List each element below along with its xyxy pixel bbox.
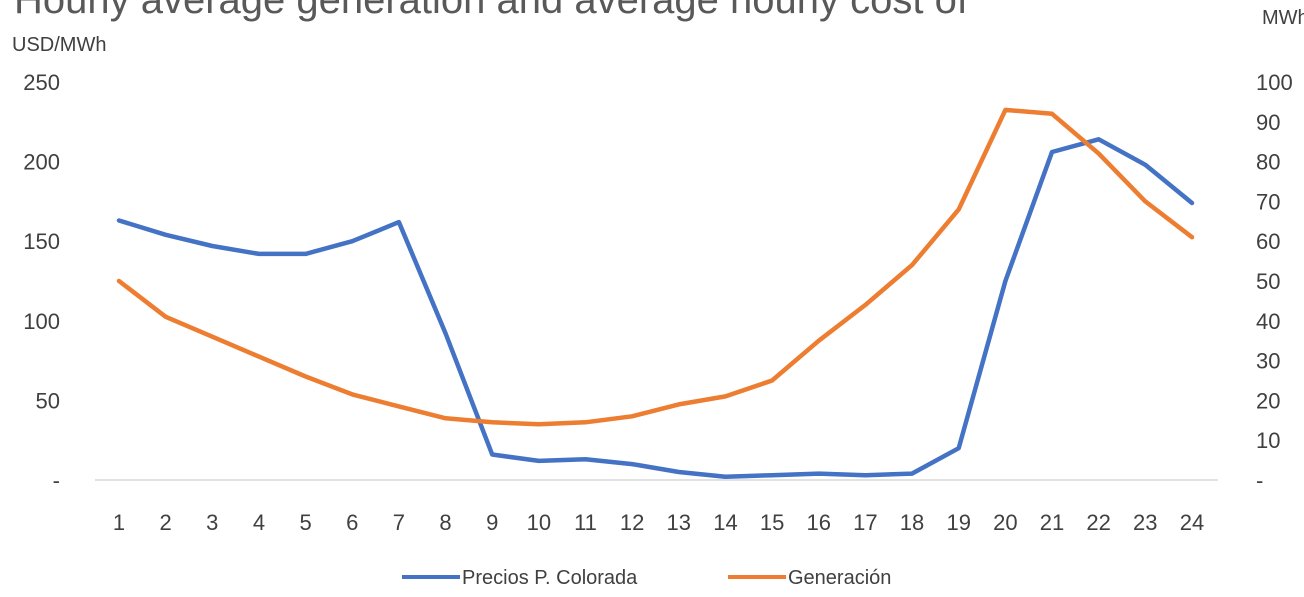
y-left-tick-label: 150 bbox=[23, 229, 60, 254]
y-left-tick-label: 100 bbox=[23, 309, 60, 334]
y-right-axis-label: MWh bbox=[1262, 7, 1304, 29]
x-tick-label: 12 bbox=[620, 510, 644, 535]
y-right-tick-label: 70 bbox=[1256, 189, 1280, 214]
x-tick-label: 1 bbox=[113, 510, 125, 535]
x-tick-label: 10 bbox=[527, 510, 551, 535]
x-tick-label: 18 bbox=[900, 510, 924, 535]
y-right-tick-label: 60 bbox=[1256, 229, 1280, 254]
y-left-tick-label: - bbox=[53, 468, 60, 493]
y-right-tick-label: 100 bbox=[1256, 70, 1293, 95]
x-tick-label: 5 bbox=[299, 510, 311, 535]
x-tick-label: 20 bbox=[993, 510, 1017, 535]
x-tick-label: 19 bbox=[946, 510, 970, 535]
chart-title: Hourly average generation and average ho… bbox=[14, 0, 968, 22]
x-tick-label: 4 bbox=[253, 510, 265, 535]
x-tick-label: 7 bbox=[393, 510, 405, 535]
series-lines bbox=[116, 107, 1195, 480]
y-left-ticks: - 50 100 150 200 250 bbox=[23, 70, 60, 493]
y-right-tick-label: 80 bbox=[1256, 150, 1280, 175]
x-ticks: 1 2 3 4 5 6 7 8 9 10 11 12 13 14 15 16 17 18 19 20 21 22 23 24 bbox=[113, 510, 1204, 535]
x-tick-label: 3 bbox=[206, 510, 218, 535]
x-tick-label: 24 bbox=[1180, 510, 1204, 535]
y-left-axis-label: USD/MWh bbox=[12, 34, 106, 56]
series-line-generacion bbox=[116, 107, 1195, 427]
y-right-tick-label: 30 bbox=[1256, 349, 1280, 374]
series-line-precios bbox=[116, 137, 1195, 480]
y-left-tick-label: 50 bbox=[36, 388, 60, 413]
x-tick-label: 17 bbox=[853, 510, 877, 535]
x-tick-label: 11 bbox=[574, 510, 597, 535]
legend-item-generacion[interactable]: Generación bbox=[728, 567, 891, 589]
y-right-tick-label: 90 bbox=[1256, 110, 1280, 135]
y-right-tick-label: - bbox=[1256, 468, 1263, 493]
y-left-tick-label: 200 bbox=[23, 150, 60, 175]
x-tick-label: 23 bbox=[1133, 510, 1157, 535]
legend: Precios P. Colorada Generación bbox=[402, 567, 891, 589]
x-tick-label: 16 bbox=[807, 510, 831, 535]
y-left-tick-label: 250 bbox=[23, 70, 60, 95]
x-tick-label: 9 bbox=[486, 510, 498, 535]
x-tick-label: 2 bbox=[160, 510, 172, 535]
x-tick-label: 6 bbox=[346, 510, 358, 535]
x-tick-label: 21 bbox=[1040, 510, 1064, 535]
legend-label-generacion: Generación bbox=[788, 567, 891, 589]
x-tick-label: 8 bbox=[439, 510, 451, 535]
legend-item-precios[interactable]: Precios P. Colorada bbox=[402, 567, 638, 589]
y-right-tick-label: 40 bbox=[1256, 309, 1280, 334]
x-tick-label: 14 bbox=[713, 510, 737, 535]
y-right-ticks: - 10 20 30 40 50 60 70 80 90 100 bbox=[1256, 70, 1293, 493]
legend-label-precios: Precios P. Colorada bbox=[462, 567, 638, 589]
y-right-tick-label: 20 bbox=[1256, 388, 1280, 413]
x-tick-label: 15 bbox=[760, 510, 784, 535]
y-right-tick-label: 10 bbox=[1256, 428, 1280, 453]
y-right-tick-label: 50 bbox=[1256, 269, 1280, 294]
x-tick-label: 22 bbox=[1086, 510, 1110, 535]
x-tick-label: 13 bbox=[667, 510, 691, 535]
